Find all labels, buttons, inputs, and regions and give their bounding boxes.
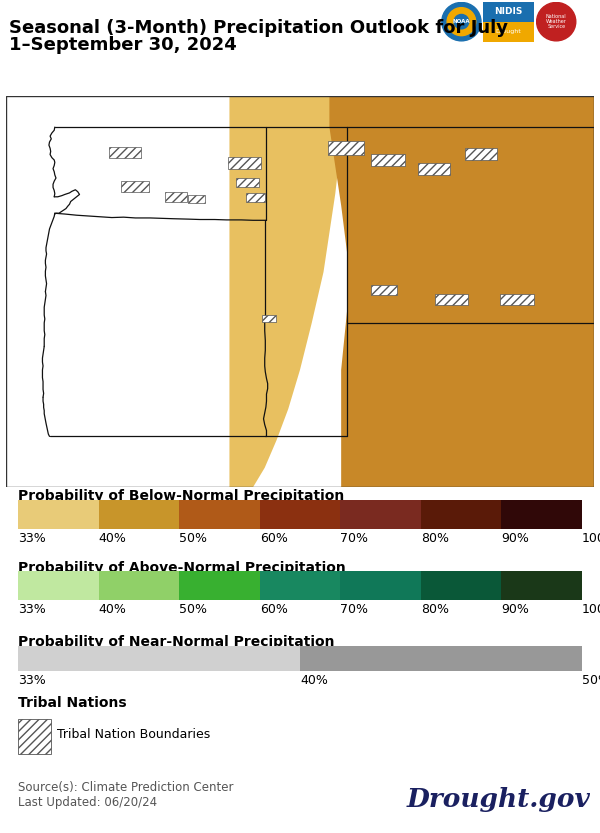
Text: 100%: 100%	[582, 532, 600, 546]
Text: 60%: 60%	[260, 603, 287, 616]
FancyBboxPatch shape	[464, 148, 497, 161]
Text: 70%: 70%	[340, 532, 368, 546]
Bar	[483, 2, 534, 22]
Text: 33%: 33%	[18, 603, 46, 616]
Text: NIDIS: NIDIS	[494, 7, 523, 16]
FancyBboxPatch shape	[500, 293, 534, 305]
FancyBboxPatch shape	[165, 192, 187, 202]
Text: 100%: 100%	[582, 603, 600, 616]
Text: Weather: Weather	[546, 19, 566, 24]
Text: Service: Service	[547, 24, 565, 29]
FancyBboxPatch shape	[188, 195, 205, 203]
Text: Drought: Drought	[496, 29, 521, 34]
FancyBboxPatch shape	[328, 141, 364, 155]
Text: 80%: 80%	[421, 603, 449, 616]
Text: 1–September 30, 2024: 1–September 30, 2024	[9, 36, 237, 54]
Text: Tribal Nations: Tribal Nations	[18, 696, 127, 710]
Text: 90%: 90%	[502, 603, 529, 616]
Text: 90%: 90%	[502, 532, 529, 546]
Text: 80%: 80%	[421, 532, 449, 546]
Text: 40%: 40%	[98, 603, 127, 616]
Text: Last Updated: 06/20/24: Last Updated: 06/20/24	[18, 796, 157, 809]
Polygon shape	[229, 96, 341, 487]
Text: Seasonal (3-Month) Precipitation Outlook for July: Seasonal (3-Month) Precipitation Outlook…	[9, 19, 508, 37]
Text: 50%: 50%	[582, 674, 600, 687]
Text: Tribal Nation Boundaries: Tribal Nation Boundaries	[57, 728, 210, 741]
Text: Probability of Above-Normal Precipitation: Probability of Above-Normal Precipitatio…	[18, 561, 346, 576]
Text: 33%: 33%	[18, 532, 46, 546]
Text: 70%: 70%	[340, 603, 368, 616]
Text: 60%: 60%	[260, 532, 287, 546]
Circle shape	[447, 7, 476, 36]
FancyBboxPatch shape	[236, 177, 259, 187]
Text: Source(s): Climate Prediction Center: Source(s): Climate Prediction Center	[18, 781, 233, 795]
FancyBboxPatch shape	[435, 293, 467, 305]
Text: 33%: 33%	[18, 674, 46, 687]
FancyBboxPatch shape	[228, 157, 260, 169]
Text: Drought.gov: Drought.gov	[407, 787, 591, 812]
Text: 40%: 40%	[300, 674, 328, 687]
Bar	[483, 22, 534, 42]
Circle shape	[454, 14, 469, 29]
Text: NOAA: NOAA	[452, 19, 470, 24]
FancyBboxPatch shape	[262, 315, 277, 322]
FancyBboxPatch shape	[246, 193, 265, 202]
FancyBboxPatch shape	[121, 181, 149, 192]
Text: Probability of Below-Normal Precipitation: Probability of Below-Normal Precipitatio…	[18, 489, 344, 503]
Text: 50%: 50%	[179, 532, 207, 546]
FancyBboxPatch shape	[371, 285, 397, 296]
Text: National: National	[546, 14, 566, 19]
FancyBboxPatch shape	[371, 154, 404, 167]
Polygon shape	[329, 96, 594, 487]
Text: 50%: 50%	[179, 603, 207, 616]
Circle shape	[536, 2, 576, 41]
FancyBboxPatch shape	[109, 147, 141, 158]
Text: 40%: 40%	[98, 532, 127, 546]
Text: Probability of Near-Normal Precipitation: Probability of Near-Normal Precipitation	[18, 635, 335, 649]
FancyBboxPatch shape	[418, 163, 450, 175]
Circle shape	[442, 2, 481, 41]
